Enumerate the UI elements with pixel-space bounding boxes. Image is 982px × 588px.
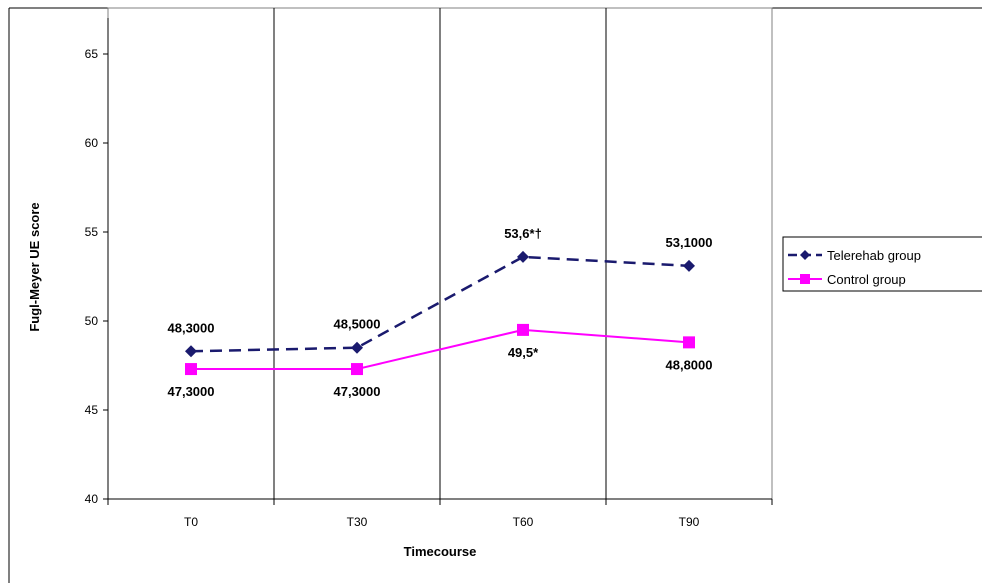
data-label: 47,3000 <box>334 384 381 399</box>
data-labels: 48,3000 48,5000 53,6*† 53,1000 47,3000 47,300… <box>168 226 713 399</box>
data-point-square <box>683 336 695 349</box>
legend-label-telerehab: Telerehab group <box>827 248 921 263</box>
series-lines <box>190 255 690 371</box>
legend-marker-square <box>800 274 810 284</box>
data-label: 49,5* <box>508 345 539 360</box>
series-line-0 <box>190 255 690 353</box>
x-tick-label: T60 <box>513 515 534 529</box>
y-axis-ticks: 40 45 50 55 60 65 <box>85 47 108 506</box>
y-tick-label: 55 <box>85 225 99 239</box>
x-tick-label: T90 <box>679 515 700 529</box>
y-tick-label: 50 <box>85 314 99 328</box>
legend-label-control: Control group <box>827 272 906 287</box>
legend-marker-diamond <box>800 250 810 260</box>
y-tick-label: 45 <box>85 403 99 417</box>
legend-box <box>782 236 982 292</box>
y-tick-label: 40 <box>85 492 99 506</box>
x-tick-label: T0 <box>184 515 198 529</box>
data-point-diamond <box>351 341 363 354</box>
gridlines <box>273 8 607 499</box>
data-label: 48,3000 <box>168 320 215 335</box>
legend: Telerehab group Control group <box>782 236 982 292</box>
data-label: 48,5000 <box>334 317 381 332</box>
data-label: 48,8000 <box>666 357 713 372</box>
x-axis-ticks: T0 T30 T60 T90 <box>107 499 773 529</box>
y-tick-label: 65 <box>85 47 99 61</box>
data-point-diamond <box>517 250 529 263</box>
data-point-diamond <box>185 345 197 358</box>
series-line-1 <box>191 328 690 371</box>
y-tick-label: 60 <box>85 136 99 150</box>
data-label: 53,6*† <box>504 226 542 241</box>
x-tick-label: T30 <box>347 515 368 529</box>
x-axis-title: Timecourse <box>404 544 477 559</box>
data-label: 47,3000 <box>168 384 215 399</box>
data-point-square <box>351 363 363 376</box>
y-axis-title: Fugl-Meyer UE score <box>27 202 42 331</box>
data-point-square <box>185 363 197 376</box>
data-label: 53,1000 <box>666 235 713 250</box>
data-point-square <box>517 323 529 336</box>
data-point-diamond <box>683 259 695 272</box>
series-markers <box>185 250 695 376</box>
